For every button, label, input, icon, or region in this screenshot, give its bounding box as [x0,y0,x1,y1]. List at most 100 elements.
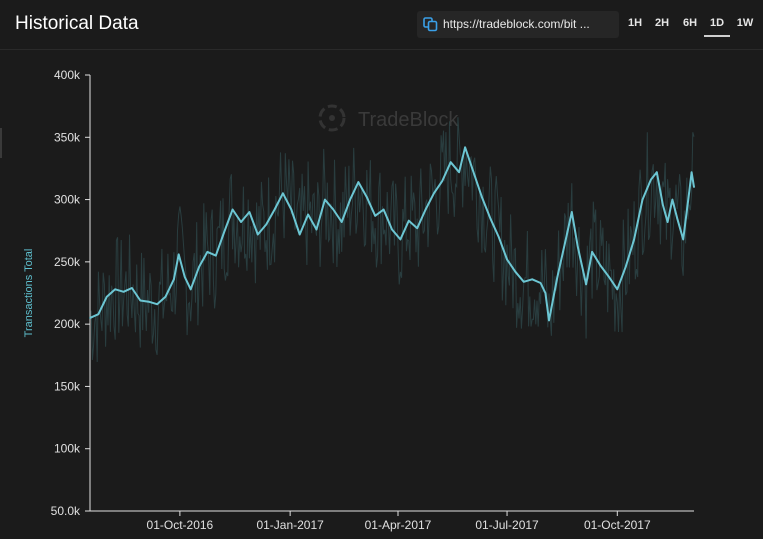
data-point [223,231,225,233]
data-point [366,196,368,198]
data-point [548,319,550,322]
y-tick-label: 50.0k [51,504,81,518]
y-axis-label: Transactions Total [23,249,35,338]
data-point [106,295,108,298]
y-tick-label: 100k [54,442,81,456]
data-point [282,192,284,195]
data-point [290,208,293,211]
chart-series [89,146,695,322]
data-point [441,180,444,182]
data-point [497,236,500,238]
data-point [248,211,251,213]
data-point [122,291,125,293]
data-point [177,253,180,256]
data-point [433,192,435,195]
data-point [408,219,410,222]
range-button-1h[interactable]: 1H [627,17,643,29]
data-point [539,282,542,284]
share-url-text: https://tradeblock.com/bit ... [443,17,590,31]
y-tick-label: 150k [54,379,81,393]
range-button-1d[interactable]: 1D [704,11,730,37]
chart-axes [89,75,694,512]
tradeblock-logo-icon [318,104,346,132]
data-point [231,208,234,211]
data-point [298,233,301,236]
copy-link-icon[interactable] [423,17,438,32]
data-point [682,238,684,241]
raw-daily-line [89,117,695,363]
data-point [671,198,674,201]
data-point [89,317,91,319]
tradeblock-watermark: TradeBlock [318,104,459,132]
y-tick-label: 250k [54,255,81,269]
data-point [523,281,525,283]
data-point [481,196,483,198]
x-tick-label: 01-Oct-2017 [584,518,651,532]
data-point [307,213,309,216]
data-point [399,238,402,241]
data-point [544,292,547,294]
data-point [666,221,669,223]
data-point [650,178,652,181]
share-url-field[interactable]: https://tradeblock.com/bit ... [417,11,619,38]
data-point [506,258,508,261]
data-point [585,283,587,286]
data-point [173,278,175,281]
data-point [633,238,635,241]
watermark-text: TradeBlock [358,109,459,131]
data-point [391,228,393,231]
data-point [374,215,377,217]
data-point [357,181,360,183]
data-point [240,221,242,223]
data-point [139,299,142,302]
page-title: Historical Data [15,13,139,34]
data-point [332,208,335,211]
x-axis-ticks: 01-Oct-2016 01-Jan-2017 01-Apr-2017 01-Jul-… [147,511,651,532]
data-point [571,211,573,213]
data-point [464,146,466,149]
data-point [531,278,533,281]
data-point [472,171,475,173]
data-point [449,161,452,163]
data-point [577,246,579,248]
data-point [198,266,200,268]
y-tick-label: 350k [54,130,81,144]
y-tick-label: 300k [54,193,81,207]
data-point [315,228,318,231]
y-tick-label: 400k [54,68,81,82]
data-point [340,221,343,223]
data-point [189,288,192,291]
data-point [565,238,567,241]
data-point [215,254,217,257]
data-point [489,217,492,220]
data-point [147,300,150,303]
data-point [349,198,351,201]
panel-header: Historical Data https://tradeblock.com/b… [0,0,763,50]
data-point [688,191,690,193]
data-point [608,276,610,278]
data-point [416,227,419,229]
data-point [114,288,116,291]
data-point [591,251,593,253]
data-point [662,203,664,206]
x-tick-label: 01-Oct-2016 [147,518,214,532]
x-tick-label: 01-Jul-2017 [475,518,539,532]
data-point [424,208,427,211]
data-point [616,288,619,291]
data-point [273,208,276,211]
data-point [164,295,167,298]
range-button-1w[interactable]: 1W [736,17,754,29]
data-point [641,198,644,201]
data-point [156,303,158,306]
data-point [676,217,678,220]
data-point [183,276,186,278]
transactions-total-line [89,146,695,322]
data-point [324,198,326,201]
range-button-6h[interactable]: 6H [682,17,698,29]
raw-daily-series [89,117,695,363]
data-point [382,208,385,211]
range-button-2h[interactable]: 2H [654,17,670,29]
data-point [458,171,460,173]
